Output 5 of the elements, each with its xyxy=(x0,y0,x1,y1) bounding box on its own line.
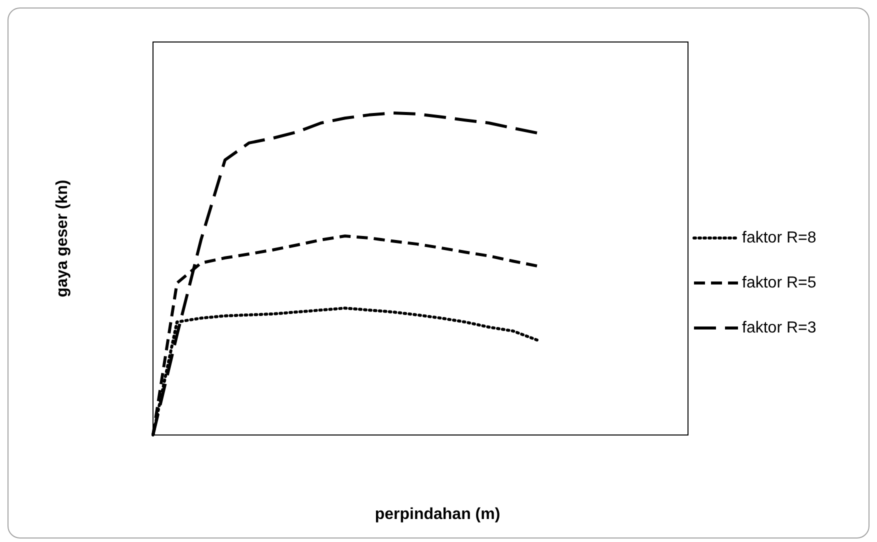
x-axis-title: perpindahan (m) xyxy=(374,506,500,523)
y-axis-title: gaya geser (kn) xyxy=(54,180,71,298)
legend-label: faktor R=8 xyxy=(742,230,816,246)
legend-label: faktor R=3 xyxy=(742,320,816,336)
legend-label: faktor R=5 xyxy=(742,274,816,292)
